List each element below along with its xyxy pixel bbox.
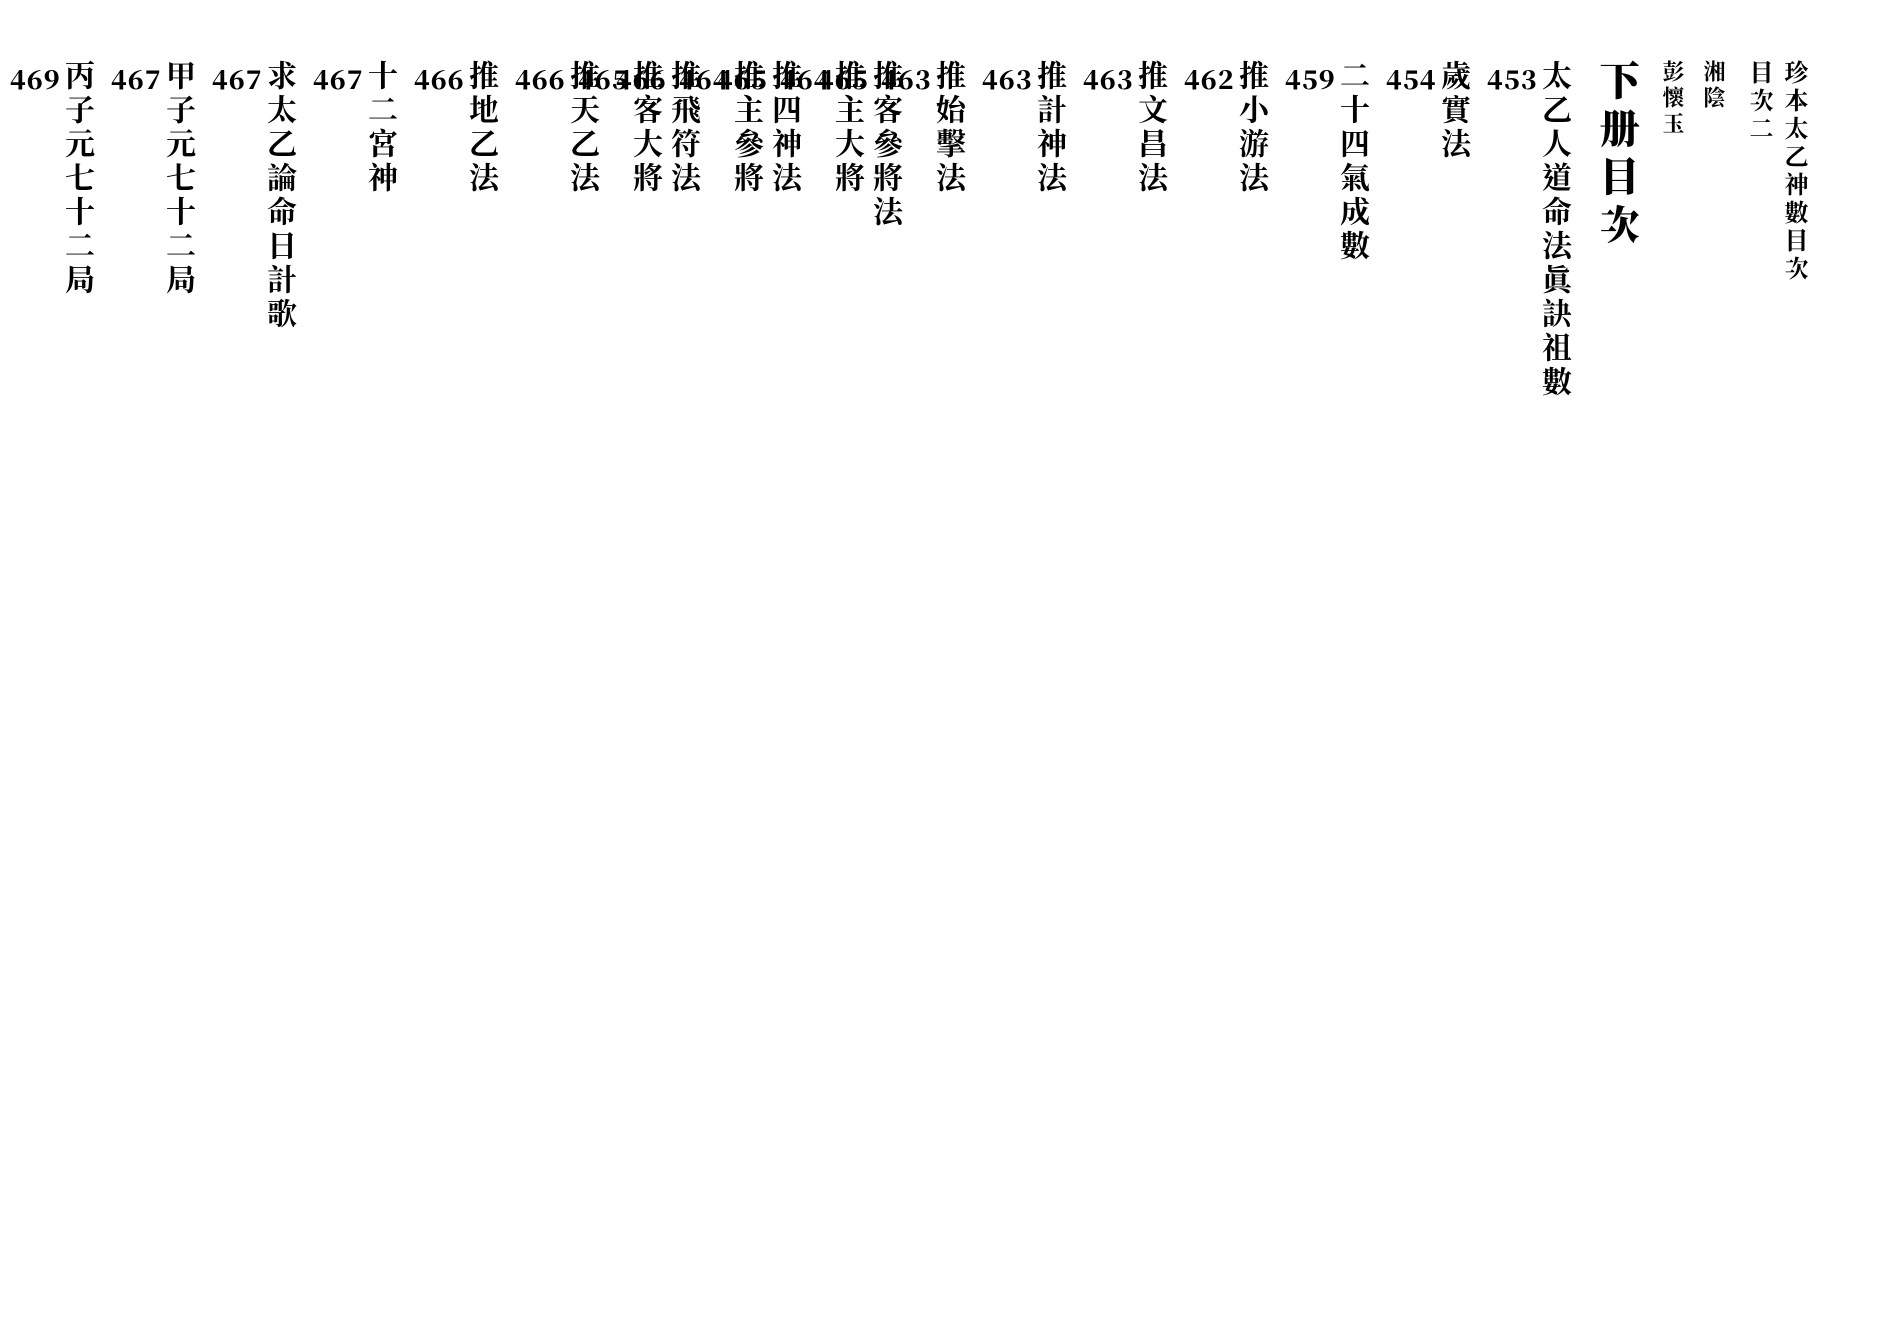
toc-entry: 推天乙法 466: [524, 60, 607, 1260]
toc-entry: 戊子元七十二局 470: [0, 60, 1, 1260]
toc-title: 求太乙論命日計歌: [260, 60, 304, 1260]
toc-entry: 歲實法 454: [1395, 60, 1478, 1260]
toc-title: 戊子元七十二局: [0, 60, 1, 1260]
toc-page: 465: [818, 60, 866, 1260]
toc-title: 推四神法: [765, 60, 809, 1260]
toc-page: 466: [616, 60, 664, 1260]
toc-page: 459: [1285, 60, 1333, 1260]
toc-title: 推天乙法: [563, 60, 607, 1260]
toc-entry: 十二宮神 467: [322, 60, 405, 1260]
toc-entry: 甲子元七十二局 467: [120, 60, 203, 1260]
toc-title: 推小游法: [1232, 60, 1276, 1260]
toc-title: 十二宮神: [361, 60, 405, 1260]
toc-title: 甲子元七十二局: [159, 60, 203, 1260]
right-page: 珍本太乙神數目次 目次二 湘陰 彭懷玉 下册目次 太乙人道命法眞訣祖數 453 …: [994, 60, 1814, 1260]
toc-page: 462: [1184, 60, 1232, 1260]
toc-page: 469: [10, 60, 58, 1260]
toc-page: 463: [982, 60, 1030, 1260]
page-label-right: 目次二: [1744, 60, 1779, 1260]
right-running-column: 珍本太乙神數目次 目次二: [1744, 60, 1814, 1260]
side-label-1: 湘陰: [1699, 60, 1730, 1260]
toc-entry: 推四神法 465: [726, 60, 809, 1260]
toc-title: 二十四氣成數: [1333, 60, 1377, 1260]
toc-page: 467: [313, 60, 361, 1260]
toc-title: 歲實法: [1434, 60, 1478, 1260]
toc-entry: 丙子元七十二局 469: [19, 60, 102, 1260]
toc-page: 465: [717, 60, 765, 1260]
toc-page: 453: [1487, 60, 1535, 1260]
left-page: 推客參將法 465 推四神法 465 推飛符法 466 推天乙法 466 推地乙…: [90, 60, 910, 1260]
toc-page: 463: [1083, 60, 1131, 1260]
toc-page: 466: [515, 60, 563, 1260]
running-head-right: 珍本太乙神數目次: [1779, 60, 1814, 1260]
toc-page: 466: [414, 60, 462, 1260]
toc-page: 467: [111, 60, 159, 1260]
toc-entry: 推文昌法 463: [1092, 60, 1175, 1260]
toc-title: 丙子元七十二局: [58, 60, 102, 1260]
toc-title: 推客參將法: [866, 60, 910, 1260]
toc-title: 推計神法: [1030, 60, 1074, 1260]
toc-title: 推地乙法: [462, 60, 506, 1260]
side-label-2: 彭懷玉: [1658, 60, 1689, 1260]
volume-title: 下册目次: [1591, 60, 1648, 1260]
toc-entry: 推地乙法 466: [423, 60, 506, 1260]
toc-entry: 推客參將法 465: [827, 60, 910, 1260]
toc-entry: 推飛符法 466: [625, 60, 708, 1260]
toc-entry: 二十四氣成數 459: [1294, 60, 1377, 1260]
toc-entry: 推小游法 462: [1193, 60, 1276, 1260]
toc-entry: 推計神法 463: [991, 60, 1074, 1260]
toc-page: 454: [1386, 60, 1434, 1260]
toc-title: 推飛符法: [664, 60, 708, 1260]
toc-page: 467: [212, 60, 260, 1260]
toc-title: 太乙人道命法眞訣祖數: [1535, 60, 1579, 1260]
toc-entry: 求太乙論命日計歌 467: [221, 60, 304, 1260]
toc-entry: 太乙人道命法眞訣祖數 453: [1496, 60, 1579, 1260]
toc-title: 推始擊法: [929, 60, 973, 1260]
toc-title: 推文昌法: [1131, 60, 1175, 1260]
